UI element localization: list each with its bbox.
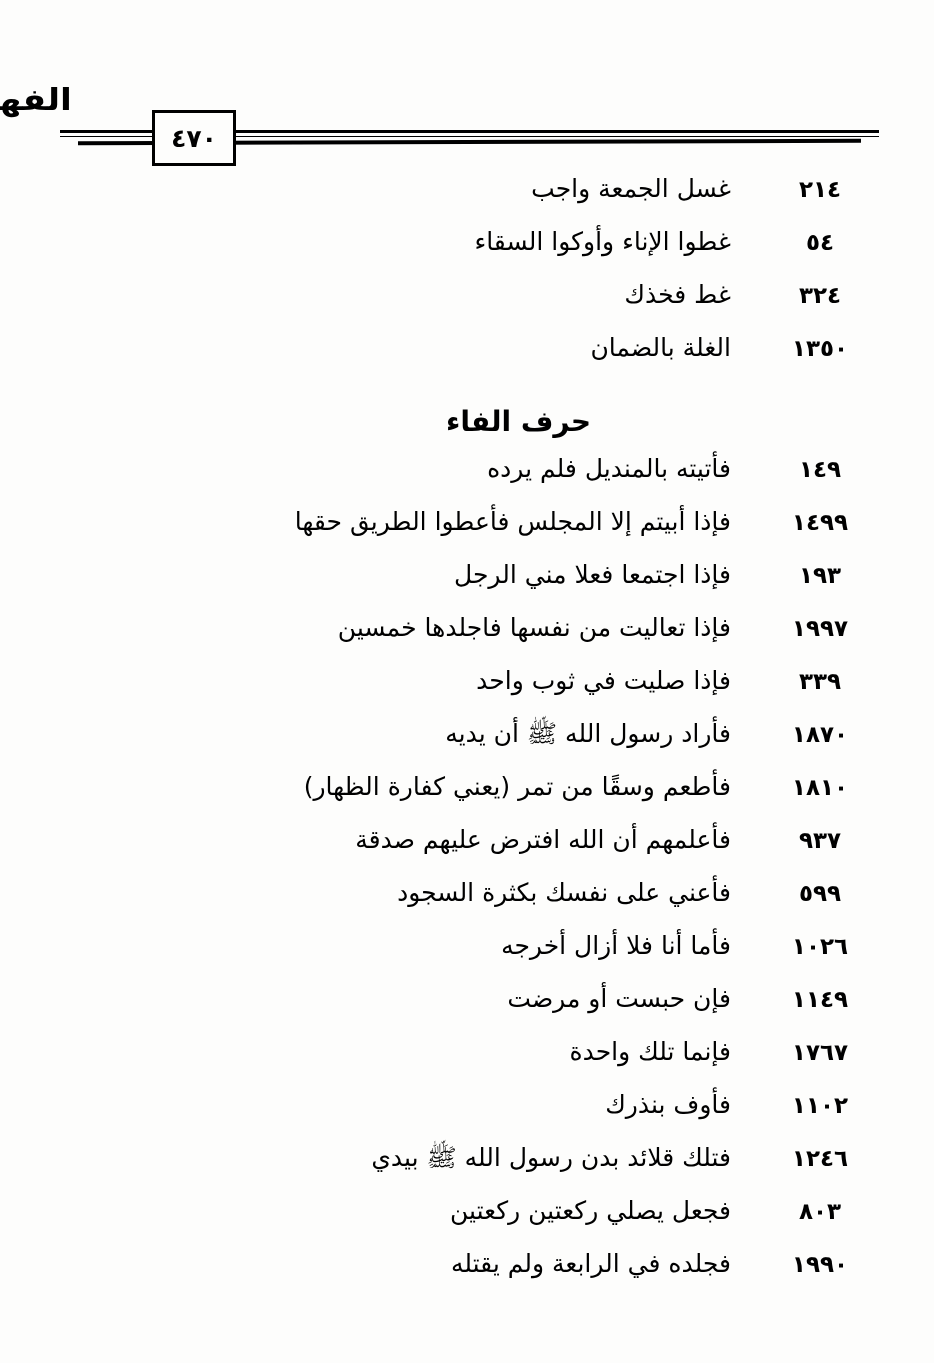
- index-entry-row[interactable]: ١٣٥٠ الغلة بالضمان: [58, 334, 879, 387]
- index-entry-row[interactable]: ٥٩٩ فأعني على نفسك بكثرة السجود: [58, 879, 879, 932]
- entry-number: ١٩٣: [798, 563, 842, 589]
- index-entry-row[interactable]: ١٤٩ فأتيته بالمنديل فلم يرده: [58, 455, 879, 508]
- index-entry-row[interactable]: ٢١٤ غسل الجمعة واجب: [58, 175, 879, 228]
- entry-number: ١٧٦٧: [791, 1040, 849, 1066]
- entry-number: ١٤٩٩: [791, 510, 849, 536]
- entry-text: فإنما تلك واحدة: [569, 1037, 732, 1066]
- entry-number: ٣٣٩: [798, 669, 842, 695]
- page-number-box: ٤٧٠: [152, 110, 236, 166]
- section-heading-label: حرف الفاء: [446, 404, 591, 438]
- entry-text: فأعني على نفسك بكثرة السجود: [397, 878, 731, 907]
- entry-text: فإذا تعاليت من نفسها فاجلدها خمسين: [337, 613, 731, 642]
- entry-number: ٥٤: [805, 230, 835, 256]
- entry-text: فإن حبست أو مرضت: [507, 984, 731, 1013]
- entry-number: ١٢٤٦: [791, 1146, 849, 1172]
- page-title: الفهارس: [0, 83, 74, 118]
- entry-number: ١١٤٩: [791, 987, 849, 1013]
- entry-number: ١٨١٠: [791, 775, 849, 801]
- entry-text: فجلده في الرابعة ولم يقتله: [450, 1249, 731, 1278]
- entry-text: فإذا اجتمعا فعلا مني الرجل: [454, 560, 731, 589]
- entry-text: فأراد رسول الله ﷺ أن يديه: [445, 719, 731, 748]
- entry-text: غسل الجمعة واجب: [531, 174, 731, 203]
- entry-text: غط فخذك: [624, 280, 731, 309]
- entry-text: فأتيته بالمنديل فلم يرده: [487, 454, 731, 483]
- index-entry-row[interactable]: ٨٠٣ فجعل يصلي ركعتين ركعتين: [58, 1197, 879, 1250]
- header-rule-top: [60, 130, 879, 133]
- entry-number: ١٨٧٠: [791, 722, 849, 748]
- index-entry-row[interactable]: ٣٢٤ غط فخذك: [58, 281, 879, 334]
- entry-number: ١٩٩٠: [791, 1252, 849, 1278]
- entry-text: فأطعم وسقًا من تمر (يعني كفارة الظهار): [303, 772, 731, 801]
- entry-number: ٨٠٣: [798, 1199, 842, 1225]
- header-rule-thin: [60, 136, 879, 137]
- entry-text: فجعل يصلي ركعتين ركعتين: [450, 1196, 731, 1225]
- entry-number: ١٣٥٠: [791, 336, 849, 362]
- entry-text: فإذا أبيتم إلا المجلس فأعطوا الطريق حقها: [294, 507, 731, 536]
- index-entry-row[interactable]: ١١٠٢ فأوف بنذرك: [58, 1091, 879, 1144]
- entry-text: فأعلمهم أن الله افترض عليهم صدقة: [355, 825, 731, 854]
- entry-number: ١٩٩٧: [791, 616, 849, 642]
- entry-text: فأوف بنذرك: [605, 1090, 731, 1119]
- index-entry-row[interactable]: ١٧٦٧ فإنما تلك واحدة: [58, 1038, 879, 1091]
- page-header: الفهارس ٤٧٠: [0, 84, 879, 166]
- index-entry-row[interactable]: ٥٤ غطوا الإناء وأوكوا السقاء: [58, 228, 879, 281]
- index-entry-row[interactable]: ١٢٤٦ فتلك قلائد بدن رسول الله ﷺ بيدي: [58, 1144, 879, 1197]
- index-entry-row[interactable]: ٣٣٩ فإذا صليت في ثوب واحد: [58, 667, 879, 720]
- page-number: ٤٧٠: [171, 123, 217, 153]
- entry-text: الغلة بالضمان: [590, 333, 731, 362]
- index-entry-row[interactable]: ١٨١٠ فأطعم وسقًا من تمر (يعني كفارة الظه…: [58, 773, 879, 826]
- entry-number: ٣٢٤: [798, 283, 842, 309]
- entry-number: ٥٩٩: [798, 881, 842, 907]
- entry-number: ٢١٤: [798, 177, 842, 203]
- index-entry-row[interactable]: ١٠٢٦ فأما أنا فلا أزال أخرجه: [58, 932, 879, 985]
- index-entry-row[interactable]: ١٩٣ فإذا اجتمعا فعلا مني الرجل: [58, 561, 879, 614]
- entry-number: ٩٣٧: [798, 828, 842, 854]
- entry-number: ١٤٩: [798, 457, 842, 483]
- index-entry-row[interactable]: ٩٣٧ فأعلمهم أن الله افترض عليهم صدقة: [58, 826, 879, 879]
- index-entry-row[interactable]: ١٨٧٠ فأراد رسول الله ﷺ أن يديه: [58, 720, 879, 773]
- entry-number: ١٠٢٦: [791, 934, 849, 960]
- index-entry-list: ٢١٤ غسل الجمعة واجب ٥٤ غطوا الإناء وأوكو…: [58, 175, 879, 1333]
- entry-text: غطوا الإناء وأوكوا السقاء: [474, 227, 731, 256]
- section-heading-harf-al-fa: حرف الفاء: [58, 387, 879, 455]
- entry-text: فتلك قلائد بدن رسول الله ﷺ بيدي: [371, 1143, 731, 1172]
- entry-number: ١١٠٢: [791, 1093, 849, 1119]
- index-entry-row[interactable]: ١١٤٩ فإن حبست أو مرضت: [58, 985, 879, 1038]
- entry-text: فأما أنا فلا أزال أخرجه: [501, 931, 731, 960]
- index-entry-row[interactable]: ١٩٩٠ فجلده في الرابعة ولم يقتله: [58, 1250, 879, 1303]
- entry-text: فإذا صليت في ثوب واحد: [476, 666, 731, 695]
- index-entry-row[interactable]: ١٤٩٩ فإذا أبيتم إلا المجلس فأعطوا الطريق…: [58, 508, 879, 561]
- index-entry-row[interactable]: ١٩٩٧ فإذا تعاليت من نفسها فاجلدها خمسين: [58, 614, 879, 667]
